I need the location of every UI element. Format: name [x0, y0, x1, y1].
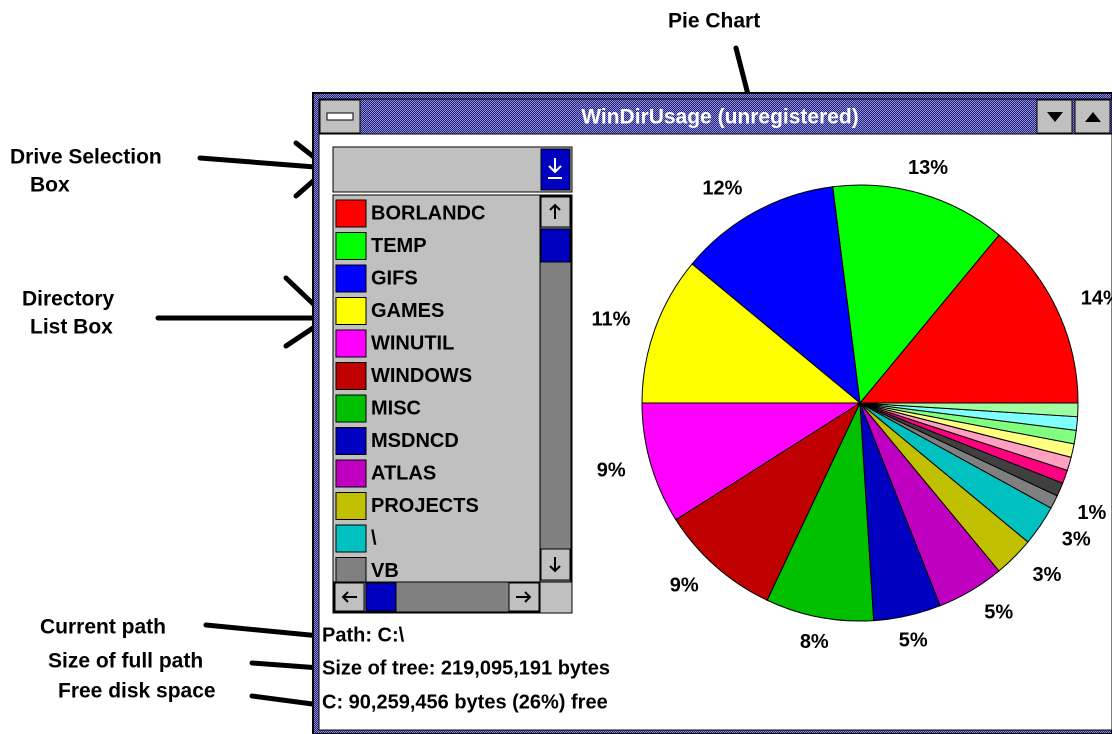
color-swatch: [335, 264, 367, 293]
directory-name: PROJECTS: [371, 495, 479, 517]
directory-name: BORLANDC: [371, 202, 485, 224]
slice-label: 9%: [597, 459, 626, 481]
directory-name: TEMP: [371, 235, 427, 257]
color-swatch: [335, 232, 367, 260]
scroll-left-icon: [341, 591, 357, 603]
slice-label: 14%: [1081, 287, 1112, 309]
slice-label: 11%: [591, 309, 630, 331]
free-space: C: 90,259,456 bytes (26%) free: [322, 691, 608, 713]
pie-slice: [691, 186, 861, 405]
current-path: Path: C:\: [322, 624, 405, 646]
annotation: Box: [30, 174, 70, 197]
color-swatch: [335, 492, 367, 520]
annotation: Pie Chart: [668, 10, 760, 33]
directory-name: \: [371, 527, 377, 549]
slice-label: 8%: [800, 631, 829, 653]
directory-name: MISC: [371, 397, 421, 419]
scroll-down-icon: [549, 557, 561, 573]
title-bar: [318, 98, 1112, 135]
pie-slice: [766, 402, 875, 622]
pie-slice: [859, 402, 1079, 418]
annotation: Free disk space: [58, 680, 216, 703]
slice-label: 12%: [702, 177, 742, 199]
directory-name: WINDOWS: [371, 365, 472, 387]
scroll-up-icon: [549, 203, 561, 219]
directory-name: GAMES: [371, 300, 444, 322]
color-swatch: [335, 459, 367, 488]
color-swatch: [335, 524, 367, 553]
dropdown-icon: [548, 158, 562, 179]
control-menu-icon: [326, 112, 354, 121]
color-swatch: [335, 297, 367, 325]
pie-slice: [641, 263, 862, 404]
window-title: WinDirUsage (unregistered): [581, 106, 859, 129]
maximize-icon: [1085, 112, 1101, 122]
slice-label: 5%: [899, 629, 928, 651]
tree-size: Size of tree: 219,095,191 bytes: [322, 657, 610, 679]
color-swatch: [335, 199, 367, 228]
slice-label: 13%: [908, 157, 948, 179]
slice-label: 3%: [1033, 564, 1062, 586]
annotation-arrow: [249, 660, 323, 671]
slice-label: 3%: [1062, 528, 1091, 550]
directory-list: [332, 194, 573, 614]
scroll-right-icon: [516, 591, 532, 603]
annotation-arrow: [155, 275, 331, 349]
directory-name: MSDNCD: [371, 430, 459, 452]
slice-label: 9%: [670, 574, 699, 596]
minimize-icon: [1047, 112, 1063, 122]
pie-slice: [641, 402, 862, 521]
color-swatch: [335, 329, 367, 358]
drive-combo[interactable]: [332, 146, 573, 193]
pie-slice: [832, 184, 1000, 405]
annotation-arrow: [203, 622, 323, 639]
color-swatch: [335, 427, 367, 455]
annotation: Drive Selection: [10, 146, 162, 169]
pie-slice: [675, 401, 862, 601]
annotation: Size of full path: [48, 650, 203, 673]
directory-name: GIFS: [371, 267, 418, 289]
color-swatch: [335, 362, 367, 390]
color-swatch: [335, 394, 367, 423]
directory-name: WINUTIL: [371, 332, 454, 354]
directory-name: ATLAS: [371, 462, 436, 484]
annotation-arrow: [197, 140, 331, 199]
annotation: Current path: [40, 616, 166, 639]
color-swatch: [335, 557, 367, 585]
directory-name: VB: [371, 560, 399, 582]
slice-label: 5%: [984, 601, 1013, 623]
h-scroll-thumb[interactable]: [365, 582, 397, 612]
annotation-arrow: [249, 693, 323, 708]
annotation: List Box: [30, 316, 113, 339]
annotation: Directory: [22, 288, 115, 311]
pie-slice: [858, 234, 1079, 404]
scroll-thumb[interactable]: [540, 228, 571, 263]
slice-label: 1%: [1077, 502, 1106, 524]
